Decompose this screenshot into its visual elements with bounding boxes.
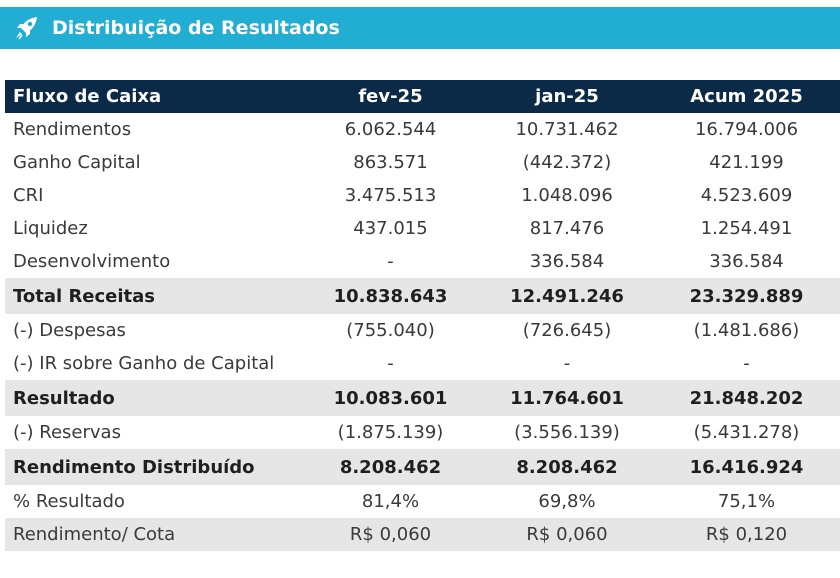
table-cell: 16.416.924	[689, 456, 804, 478]
table-cell: 10.731.462	[515, 119, 619, 140]
row-label: CRI	[13, 185, 44, 206]
table-cell: 75,1%	[717, 491, 776, 512]
table-row: CRI 3.475.513 1.048.096 4.523.609	[5, 179, 840, 212]
table-cell: 437.015	[353, 218, 428, 239]
table-cell: 421.199	[709, 152, 784, 173]
section-header: Distribuição de Resultados	[0, 7, 840, 49]
column-header: Fluxo de Caixa	[13, 86, 162, 107]
total-row: Total Receitas 10.838.643 12.491.246 23.…	[5, 278, 840, 314]
table-cell: -	[387, 251, 394, 272]
table-row: Ganho Capital 863.571 (442.372) 421.199	[5, 146, 840, 179]
row-label: (-) Reservas	[13, 422, 121, 443]
row-label: Rendimento/ Cota	[13, 524, 176, 545]
table-row: Rendimento/ Cota R$ 0,060 R$ 0,060 R$ 0,…	[5, 518, 840, 551]
table-cell: 23.329.889	[689, 285, 804, 307]
table-row: Desenvolvimento - 336.584 336.584	[5, 245, 840, 278]
table-cell: (1.875.139)	[337, 422, 444, 443]
table-cell: (3.556.139)	[514, 422, 620, 443]
table-cell: -	[743, 353, 750, 374]
table-row: % Resultado 81,4% 69,8% 75,1%	[5, 485, 840, 518]
table-cell: 1.048.096	[521, 185, 613, 206]
row-label: (-) Despesas	[13, 320, 126, 341]
table-cell: 8.208.462	[339, 456, 442, 478]
rocket-icon	[12, 13, 42, 43]
column-header: fev-25	[358, 86, 423, 107]
table-header-row: Fluxo de Caixa fev-25 jan-25 Acum 2025	[5, 80, 840, 113]
row-label: (-) IR sobre Ganho de Capital	[13, 353, 275, 374]
row-label: % Resultado	[13, 491, 125, 512]
row-label: Ganho Capital	[13, 152, 141, 173]
table-cell: R$ 0,120	[705, 524, 788, 545]
table-cell: -	[387, 353, 394, 374]
table-cell: 8.208.462	[516, 456, 618, 478]
table-cell: 6.062.544	[344, 119, 437, 140]
table-cell: 817.476	[529, 218, 605, 239]
table-cell: 1.254.491	[700, 218, 793, 239]
row-label: Total Receitas	[13, 285, 156, 307]
table-cell: 81,4%	[361, 491, 420, 512]
row-label: Resultado	[13, 387, 115, 409]
table-cell: 11.764.601	[510, 387, 624, 409]
table-row: Rendimentos 6.062.544 10.731.462 16.794.…	[5, 113, 840, 146]
table-cell: (726.645)	[522, 320, 612, 341]
table-cell: 69,8%	[538, 491, 596, 512]
table-cell: 10.083.601	[333, 387, 448, 409]
row-label: Rendimentos	[13, 119, 132, 140]
column-header: jan-25	[535, 86, 599, 107]
table-cell: 10.838.643	[333, 285, 448, 307]
table-cell: -	[563, 353, 571, 374]
table-cell: R$ 0,060	[526, 524, 608, 545]
row-label: Rendimento Distribuído	[13, 456, 255, 478]
row-label: Desenvolvimento	[13, 251, 171, 272]
table-cell: (5.431.278)	[693, 422, 800, 443]
row-label: Liquidez	[13, 218, 88, 239]
table-cell: 16.794.006	[694, 119, 799, 140]
table-row: Liquidez 437.015 817.476 1.254.491	[5, 212, 840, 245]
table-cell: R$ 0,060	[349, 524, 432, 545]
table-cell: 336.584	[529, 251, 605, 272]
table-cell: 336.584	[709, 251, 784, 272]
table-row: (-) Reservas (1.875.139) (3.556.139) (5.…	[5, 416, 840, 449]
table-cell: 3.475.513	[344, 185, 437, 206]
column-header: Acum 2025	[690, 86, 803, 107]
table-cell: 21.848.202	[689, 387, 804, 409]
table-cell: 863.571	[353, 152, 428, 173]
table-cell: (442.372)	[522, 152, 612, 173]
total-row: Rendimento Distribuído 8.208.462 8.208.4…	[5, 449, 840, 485]
table-cell: (755.040)	[346, 320, 435, 341]
table-cell: (1.481.686)	[693, 320, 800, 341]
table-row: (-) Despesas (755.040) (726.645) (1.481.…	[5, 314, 840, 347]
table-row: (-) IR sobre Ganho de Capital - - -	[5, 347, 840, 380]
table-cell: 4.523.609	[700, 185, 793, 206]
total-row: Resultado 10.083.601 11.764.601 21.848.2…	[5, 380, 840, 416]
cash-flow-table: Fluxo de Caixa fev-25 jan-25 Acum 2025 R…	[5, 80, 840, 551]
table-cell: 12.491.246	[510, 285, 624, 307]
section-title: Distribuição de Resultados	[52, 17, 340, 39]
